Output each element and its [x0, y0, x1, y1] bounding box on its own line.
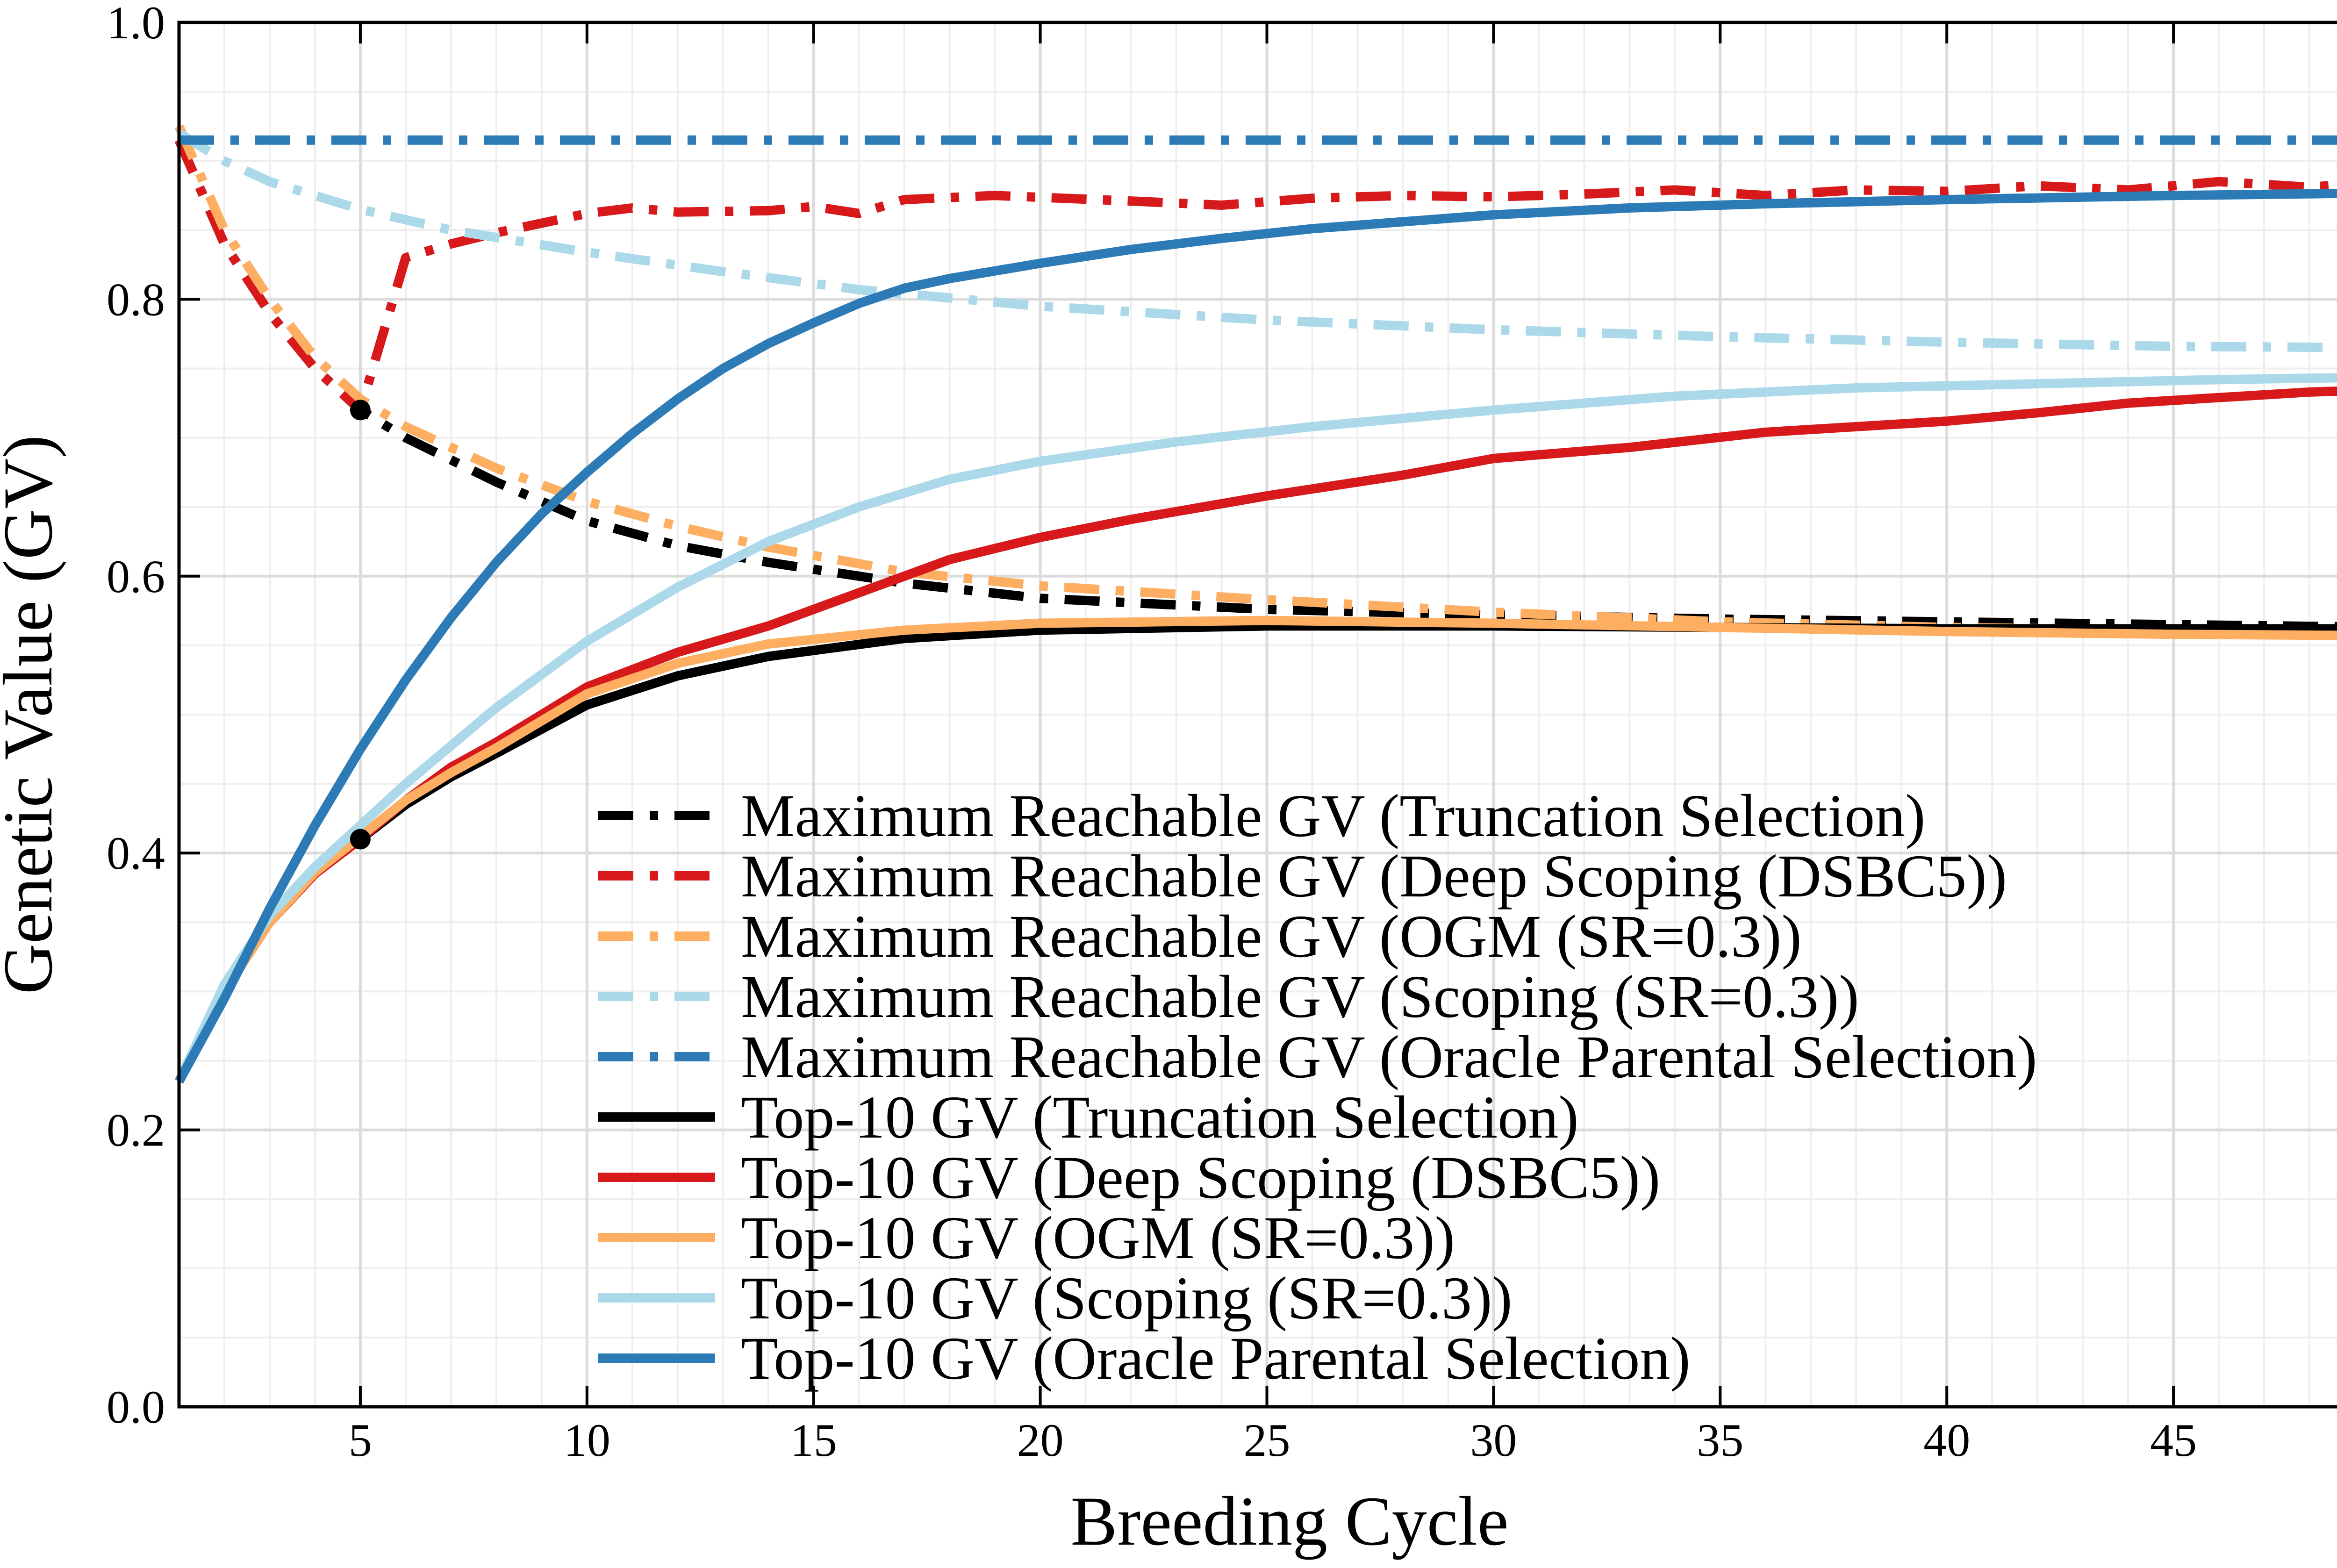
plot-frame	[177, 21, 2337, 1409]
y-tick-label: 0.8	[107, 273, 165, 325]
series-line-10	[175, 188, 2337, 1084]
marker-point-2	[350, 829, 371, 850]
x-tick-label: 5	[349, 1414, 372, 1466]
legend-label-1: Maximum Reachable GV (Truncation Selecti…	[741, 782, 1926, 850]
x-tick-label: 30	[1470, 1414, 1517, 1466]
series-line-2	[174, 138, 2337, 415]
x-tick-label: 10	[564, 1414, 610, 1466]
minor-gridlines	[179, 22, 2337, 1407]
y-tick-label: 0.4	[107, 827, 165, 879]
x-tick-label: 15	[790, 1414, 837, 1466]
marker-point-1	[350, 400, 371, 421]
y-tick-label: 0.2	[107, 1104, 165, 1156]
data-markers	[350, 400, 371, 850]
axis-ticks	[179, 21, 2175, 1408]
series-line-4	[176, 129, 2337, 352]
legend-label-8: Top-10 GV (OGM (SR=0.3))	[741, 1204, 1455, 1272]
x-tick-label: 35	[1697, 1414, 1743, 1466]
legend-label-10: Top-10 GV (Oracle Parental Selection)	[741, 1325, 1691, 1392]
x-tick-label: 20	[1017, 1414, 1064, 1466]
data-series	[174, 124, 2337, 1084]
legend-label-3: Maximum Reachable GV (OGM (SR=0.3))	[741, 903, 1802, 970]
legend-label-2: Maximum Reachable GV (Deep Scoping (DSBC…	[741, 843, 2007, 910]
y-tick-label: 0.6	[107, 551, 165, 602]
legend: Maximum Reachable GV (Truncation Selecti…	[598, 782, 2037, 1392]
legend-label-7: Top-10 GV (Deep Scoping (DSBC5))	[741, 1144, 1660, 1211]
x-axis-title: Breeding Cycle	[1070, 1482, 1508, 1560]
legend-label-6: Top-10 GV (Truncation Selection)	[741, 1084, 1579, 1151]
x-tick-label: 40	[1923, 1414, 1970, 1466]
tick-labels: 51015202530354045500.00.20.40.60.81.0	[107, 0, 2197, 1466]
y-axis-title: Genetic Value (GV)	[0, 435, 67, 995]
legend-label-5: Maximum Reachable GV (Oracle Parental Se…	[741, 1024, 2037, 1091]
y-tick-label: 1.0	[107, 0, 165, 49]
y-tick-label: 0.0	[107, 1381, 165, 1433]
series-line-9	[174, 373, 2337, 1084]
x-tick-label: 25	[1244, 1414, 1290, 1466]
x-tick-label: 45	[2150, 1414, 2197, 1466]
legend-label-9: Top-10 GV (Scoping (SR=0.3))	[741, 1265, 1513, 1332]
legend-label-4: Maximum Reachable GV (Scoping (SR=0.3))	[741, 963, 1859, 1031]
